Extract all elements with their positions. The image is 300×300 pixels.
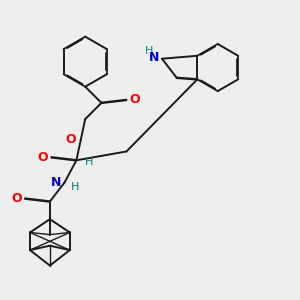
Text: N: N (149, 51, 159, 64)
Text: N: N (51, 176, 62, 189)
Text: H: H (85, 157, 93, 167)
Text: O: O (65, 133, 76, 146)
Text: H: H (70, 182, 79, 192)
Text: H: H (145, 46, 153, 56)
Text: O: O (11, 192, 22, 205)
Text: O: O (129, 93, 140, 106)
Text: O: O (38, 151, 48, 164)
